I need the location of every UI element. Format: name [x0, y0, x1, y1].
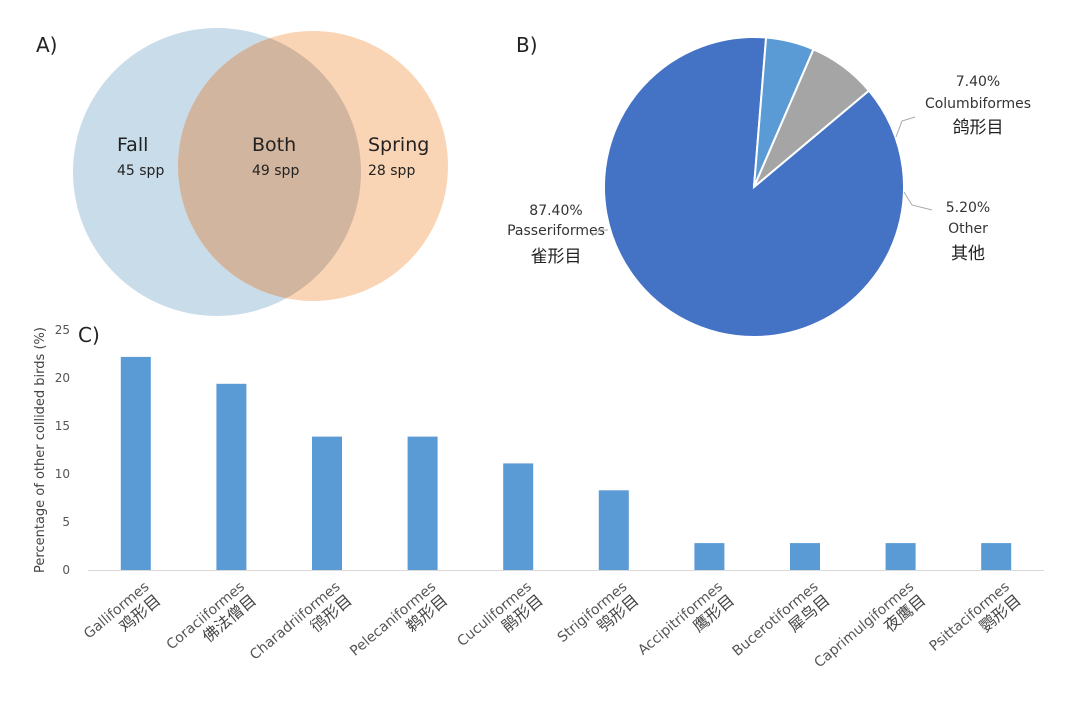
panel-label-c: C) — [78, 323, 100, 347]
venn-spring-count: 28 spp — [368, 163, 415, 179]
bar-strigiformes — [598, 490, 629, 570]
bar-accipitriformes — [694, 543, 725, 570]
pie-slice-columbiformes — [753, 47, 871, 188]
pie-label-passeriformes: Passeriformes — [507, 223, 605, 239]
venn-spring-label: Spring — [368, 134, 429, 156]
bar-charadriiformes — [312, 436, 342, 570]
pie-pct-columbiformes: 7.40% — [956, 74, 1000, 90]
pie-label-cn-other: 其他 — [951, 244, 985, 264]
y-tick-label: 0 — [62, 563, 70, 577]
pie-label-other: Other — [948, 221, 988, 237]
y-tick-label: 15 — [55, 419, 70, 433]
pie-label-columbiformes: Columbiformes — [925, 96, 1031, 112]
y-tick-label: 20 — [55, 371, 70, 385]
panel-label-a: A) — [36, 33, 57, 57]
pie-chart: 87.40% Passeriformes 雀形目 7.40% Columbiformes… — [507, 36, 1031, 338]
pie-pct-other: 5.20% — [946, 200, 990, 216]
bar-bucerotiformes — [790, 543, 820, 570]
bar-caprimulgiformes — [885, 543, 916, 570]
pie-leader-columbiformes — [895, 116, 916, 138]
bar-cuculiformes — [503, 463, 534, 570]
venn-fall-count: 45 spp — [117, 163, 164, 179]
pie-label-cn-columbiformes: 鸽形目 — [953, 118, 1004, 138]
bar-chart: 0 5 10 15 20 25 Percentage of other collided b… — [33, 323, 1044, 671]
venn-diagram: Fall 45 spp Both 49 spp Spring 28 spp — [73, 28, 448, 316]
bar-galliformes — [120, 356, 151, 570]
pie-label-cn-passeriformes: 雀形目 — [531, 247, 582, 267]
venn-both-count: 49 spp — [252, 163, 299, 179]
venn-fall-label: Fall — [117, 134, 148, 156]
bar-coraciiformes — [216, 383, 247, 570]
venn-overlap — [178, 31, 361, 301]
venn-both-label: Both — [252, 134, 296, 156]
bar-psittaciformes — [981, 543, 1012, 570]
pie-leader-other — [903, 191, 933, 211]
y-tick-label: 10 — [55, 467, 70, 481]
bar-pelecaniformes — [407, 436, 438, 570]
pie-leader-passeriformes — [591, 229, 608, 237]
y-tick-label: 5 — [62, 515, 70, 529]
pie-pct-passeriformes: 87.40% — [529, 203, 582, 219]
y-tick-label: 25 — [55, 323, 70, 337]
y-axis-title: Percentage of other collided birds (%) — [33, 327, 48, 573]
panel-label-b: B) — [516, 33, 538, 57]
